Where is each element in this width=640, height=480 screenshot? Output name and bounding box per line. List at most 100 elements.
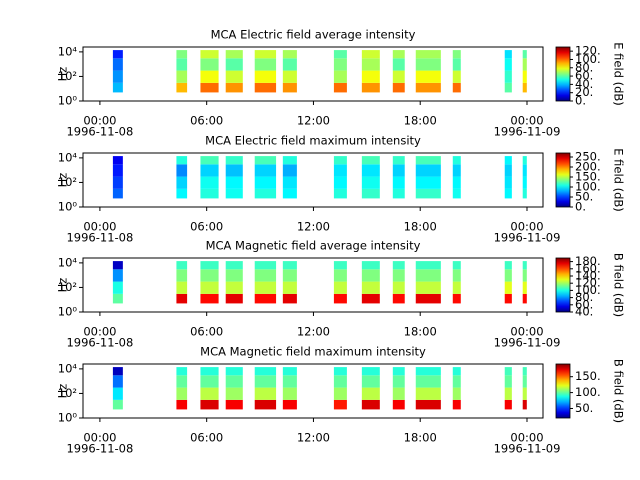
spectrogram-cell — [176, 367, 188, 376]
x-tick-label: 06:00 — [190, 325, 223, 339]
spectrogram-cell — [225, 375, 243, 388]
colorbar-label: B field (dB) — [612, 253, 626, 317]
spectrogram-cell — [254, 58, 277, 71]
x-tick-label: 00:00 — [83, 325, 116, 339]
spectrogram-cell — [176, 188, 188, 199]
spectrogram-cell — [200, 293, 219, 304]
spectrogram-cell — [112, 375, 123, 388]
spectrogram-cell — [200, 387, 219, 400]
spectrogram-cell — [254, 188, 277, 199]
spectrogram-cell — [415, 58, 441, 71]
spectrogram-cell — [200, 70, 219, 83]
colorbar-tick-label: 160. — [575, 261, 601, 275]
spectrogram-cell — [112, 58, 123, 71]
spectrogram-cell — [112, 70, 123, 83]
spectrogram-cell — [392, 293, 405, 304]
colorbar — [555, 257, 571, 313]
spectrogram-cell — [254, 387, 277, 400]
spectrogram-cell — [333, 164, 347, 177]
spectrogram-cell — [504, 176, 512, 189]
spectrogram-cell — [504, 387, 512, 400]
spectrogram-cell — [415, 367, 441, 376]
x-tick-date: 1996-11-09 — [494, 125, 561, 139]
spectrogram-cell — [522, 261, 527, 270]
spectrogram-cell — [522, 156, 527, 165]
panel-title: MCA Magnetic field maximum intensity — [200, 345, 426, 359]
spectrogram-cell — [452, 399, 461, 410]
spectrogram-cell — [415, 164, 441, 177]
colorbar-tick-label: 60. — [575, 297, 593, 311]
x-tick-date: 1996-11-08 — [66, 125, 133, 139]
spectrogram-cell — [415, 375, 441, 388]
spectrogram-cell — [452, 387, 461, 400]
spectrogram-cell — [392, 367, 405, 376]
colorbar-tick-label: 0. — [575, 94, 586, 108]
x-tick-label: 00:00 — [510, 431, 543, 445]
spectrogram-cell — [361, 367, 380, 376]
spectrogram-cell — [392, 176, 405, 189]
colorbar — [555, 363, 571, 419]
spectrogram-cell — [225, 387, 243, 400]
spectrogram-cell — [254, 50, 277, 59]
spectrogram-cell — [225, 281, 243, 294]
spectrogram-cell — [176, 261, 188, 270]
spectrogram-cell — [392, 375, 405, 388]
spectrogram-cell — [392, 261, 405, 270]
x-tick-label: 00:00 — [83, 431, 116, 445]
spectrogram-cell — [452, 156, 461, 165]
spectrogram-cell — [504, 70, 512, 83]
spectrogram-cell — [415, 281, 441, 294]
spectrogram-cell — [225, 188, 243, 199]
spectrogram-cell — [112, 293, 123, 304]
y-tick-label: 10² — [58, 69, 77, 83]
spectrogram-cell — [333, 82, 347, 93]
y-tick-label: 10² — [58, 280, 77, 294]
spectrogram-cell — [361, 261, 380, 270]
spectrogram-cell — [254, 375, 277, 388]
y-tick-label: 10⁴ — [58, 44, 78, 58]
spectrogram-cell — [452, 281, 461, 294]
spectrogram-cell — [225, 367, 243, 376]
spectrogram-cell — [112, 188, 123, 199]
spectrogram-cell — [522, 176, 527, 189]
axes-frame — [82, 46, 544, 102]
x-tick-date: 1996-11-08 — [66, 442, 133, 456]
y-tick-label: 10⁴ — [58, 255, 78, 269]
spectrogram-cell — [504, 261, 512, 270]
colorbar-tick-label: 120. — [575, 44, 601, 58]
spectrogram-cell — [522, 58, 527, 71]
spectrogram-cell — [522, 281, 527, 294]
colorbar-label: B field (dB) — [612, 359, 626, 423]
spectrogram-cell — [200, 188, 219, 199]
y-tick-label: 10⁰ — [58, 94, 78, 108]
y-axis-label: Hz — [56, 278, 70, 293]
spectrogram-cell — [225, 269, 243, 282]
colorbar-tick-label: 20. — [575, 85, 593, 99]
y-tick-label: 10⁰ — [58, 200, 78, 214]
spectrogram-cell — [112, 399, 123, 410]
colorbar-tick-label: 180. — [575, 254, 601, 268]
spectrogram-cell — [392, 70, 405, 83]
spectrogram-cell — [415, 176, 441, 189]
spectrogram-cell — [522, 82, 527, 93]
spectrogram-cell — [504, 156, 512, 165]
y-tick-label: 10⁰ — [58, 305, 78, 319]
x-tick-label: 06:00 — [190, 220, 223, 234]
y-axis-label: Hz — [56, 384, 70, 399]
colorbar-tick-label: 40. — [575, 305, 593, 319]
spectrogram-cell — [522, 269, 527, 282]
spectrogram-cell — [254, 70, 277, 83]
spectrogram-cell — [415, 82, 441, 93]
spectrogram-cell — [392, 156, 405, 165]
spectrogram-cell — [361, 164, 380, 177]
spectrogram-cell — [225, 70, 243, 83]
spectrogram-cell — [282, 188, 297, 199]
spectrogram-cell — [452, 261, 461, 270]
colorbar-label: E field (dB) — [612, 148, 626, 212]
spectrogram-cell — [361, 375, 380, 388]
spectrogram-cell — [452, 70, 461, 83]
colorbar-tick-label: 150. — [575, 170, 601, 184]
spectrogram-cell — [452, 50, 461, 59]
spectrogram-cell — [282, 164, 297, 177]
